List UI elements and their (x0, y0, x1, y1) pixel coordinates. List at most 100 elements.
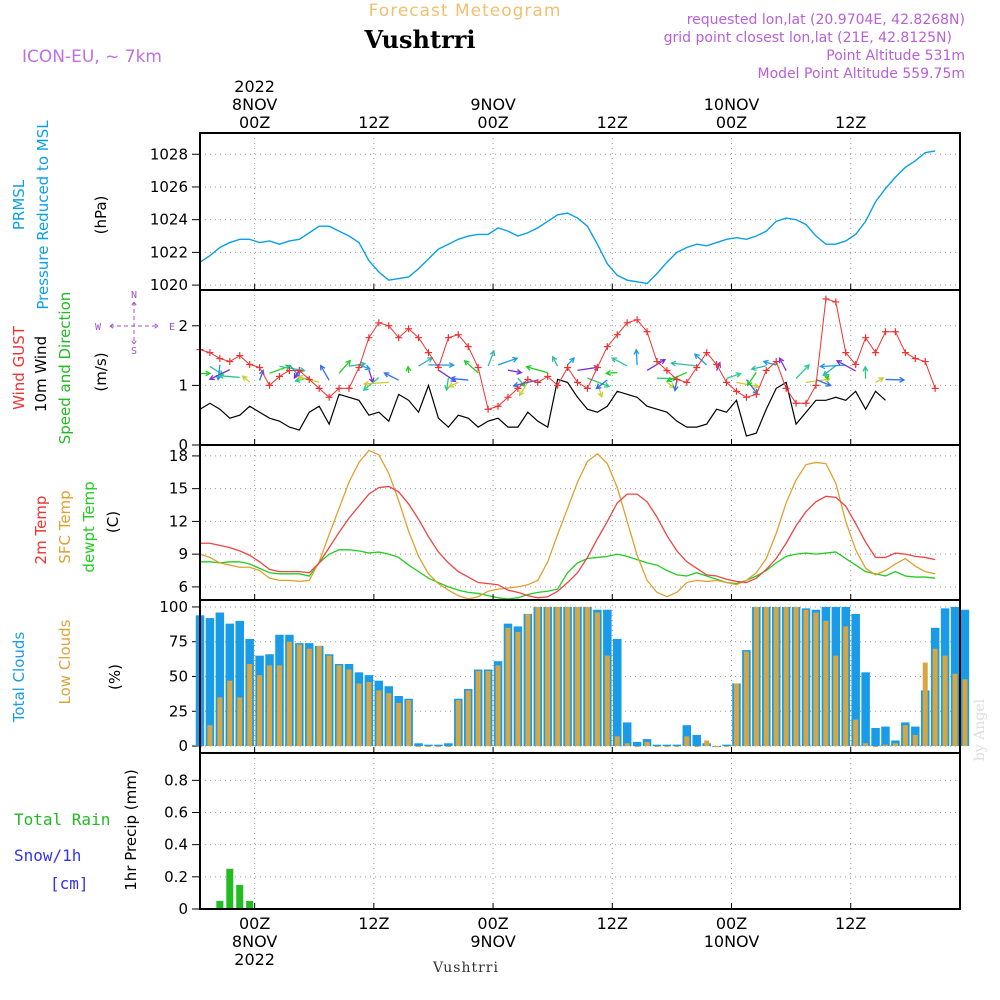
low-cloud-bar (614, 736, 620, 747)
low-cloud-bar (684, 736, 690, 747)
low-cloud-bar (555, 606, 561, 747)
wind-background (200, 290, 960, 445)
wind-unit-label: (m/s) (92, 352, 110, 391)
low-cloud-bar (793, 606, 799, 747)
low-cloud-bar (336, 665, 342, 747)
low-cloud-bar (942, 655, 948, 747)
wind-gust-point (772, 358, 780, 366)
wind-gust-point (752, 390, 760, 398)
low-cloud-bar (267, 665, 273, 747)
wind-gust-point (782, 384, 790, 392)
low-cloud-bar (346, 669, 352, 747)
wind-arrow (217, 364, 221, 380)
wind-gust-point (643, 328, 651, 336)
compass-arrows (109, 301, 159, 345)
low-cloud-bar (634, 746, 640, 748)
wind-arrow-head (610, 357, 618, 363)
wind-arrow-head (825, 381, 832, 387)
wind-gust-point (365, 334, 373, 342)
product-title: Forecast Meteogram (369, 1, 562, 21)
rain-bar (226, 868, 234, 909)
wind-gust-point (742, 393, 750, 401)
wind-gust-point (802, 399, 810, 407)
total-cloud-bar (851, 613, 860, 747)
top-time-label: 00Z (716, 113, 747, 132)
bottom-time-label: 00Z (477, 914, 508, 933)
clouds-unit-label: (%) (106, 664, 124, 690)
wind-arrow-head (669, 360, 677, 367)
bottom-time-label: 8NOV (232, 932, 277, 951)
low-cloud-bar (495, 665, 501, 747)
compass-n: N (131, 290, 137, 301)
low-cloud-bar (217, 697, 223, 747)
low-cloud-bar (743, 651, 749, 747)
wind-arrow (338, 360, 351, 374)
wind-arrow-head (362, 380, 370, 387)
wind-arrow (747, 371, 757, 386)
wind-gust-point (931, 384, 939, 392)
low-cloud-bar (406, 700, 412, 747)
top-time-label: 00Z (239, 113, 270, 132)
pressure-ytick-label: 1024 (150, 211, 188, 229)
wind-arrow-head (447, 382, 455, 388)
wind-arrow-head (208, 374, 215, 381)
wind-arrow-head (362, 385, 369, 392)
temperature-ytick-label: 15 (169, 480, 188, 498)
low-cloud-bar (823, 620, 829, 747)
wind-gust-point (812, 381, 820, 389)
total-cloud-bar (414, 743, 423, 747)
wind-gust-point (424, 349, 432, 357)
wind-mean-line (199, 378, 886, 437)
low-cloud-bar (624, 743, 630, 747)
low-cloud-bar (912, 734, 918, 747)
low-cloud-bar (425, 746, 431, 748)
low-cloud-bar (604, 655, 610, 747)
wind-gust-point (345, 384, 353, 392)
low-cloud-bar (833, 655, 839, 747)
wind-arrow-head (633, 348, 640, 355)
compass-w: W (95, 322, 102, 333)
wind-arrow (815, 378, 831, 387)
total-cloud-bar (613, 638, 622, 747)
wind-arrow-head (569, 356, 575, 363)
low-cloud-bar (803, 609, 809, 747)
wind-arrow (646, 359, 666, 372)
low-cloud-bar (445, 746, 451, 748)
wind-gust-point (703, 349, 711, 357)
total-clouds-label: Total Clouds (10, 632, 28, 724)
wind-gust-point (911, 355, 919, 363)
wind-gust-point (266, 381, 274, 389)
wind-arrow (348, 363, 366, 367)
low-cloud-bar (853, 719, 859, 747)
precipitation-ytick-label: 0.4 (164, 836, 188, 854)
wind-arrow (209, 369, 231, 380)
clouds-panel: 0 25 50 75 100 (159, 598, 970, 755)
pressure-line (199, 150, 936, 285)
low-cloud-bar (376, 690, 382, 747)
model-label: ICON-EU, ~ 7km (22, 47, 162, 67)
pressure-panel: 1020 1022 1024 1026 1028 (150, 132, 961, 294)
wind-arrow (464, 360, 479, 374)
wind-arrow-head (297, 374, 304, 381)
wind-arrow (507, 369, 522, 374)
wind-arrow (519, 381, 529, 396)
wind-gust-point (375, 319, 383, 327)
low-cloud-bar (952, 673, 958, 747)
wind-arrow-head (512, 356, 519, 363)
wind-arrow-head (444, 385, 451, 392)
requested-coords: requested lon,lat (20.9704E, 42.8268N) (687, 12, 965, 28)
total-cloud-bar (632, 741, 642, 747)
wind-gust-point (852, 361, 860, 369)
low-cloud-bar (763, 606, 769, 747)
top-time-label: 00Z (477, 113, 508, 132)
wind-arrow-head (364, 364, 372, 371)
wind-gust-point (415, 334, 423, 342)
wind-arrow (448, 381, 459, 388)
wind-arrow-head (822, 370, 829, 377)
wind-arrow (497, 357, 518, 366)
low-cloud-bar (535, 606, 541, 747)
wind-arrow-head (293, 372, 300, 380)
wind-arrow (635, 349, 638, 366)
